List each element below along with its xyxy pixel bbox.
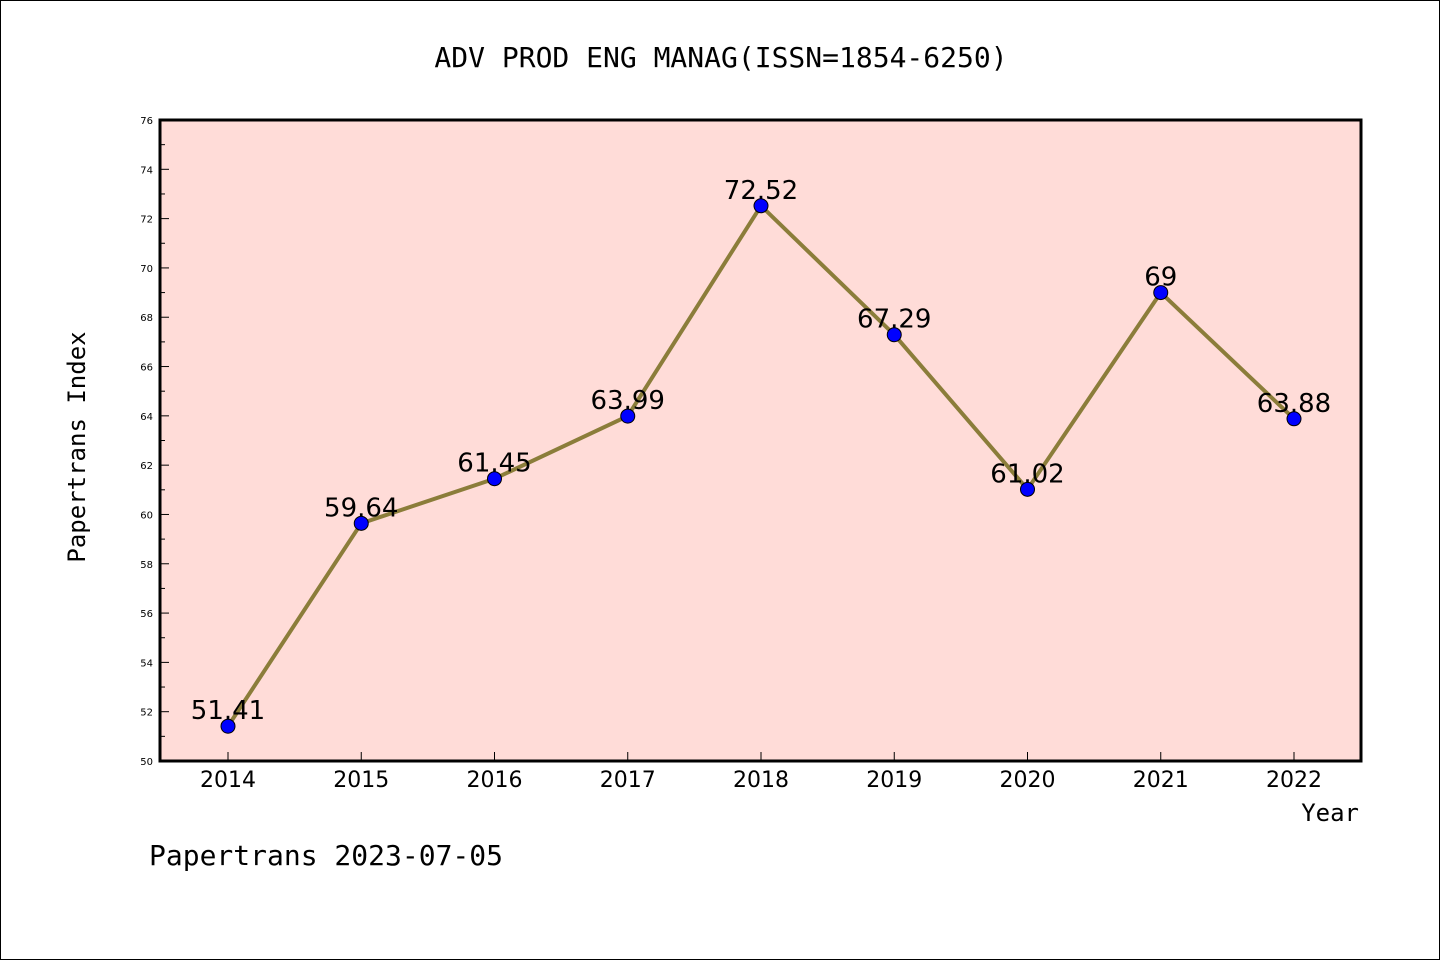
data-point — [753, 198, 769, 214]
y-tick-label: 62 — [140, 461, 153, 472]
data-label: 72.52 — [724, 176, 798, 206]
x-tick-label: 2019 — [866, 768, 922, 793]
footer-credit: Papertrans 2023-07-05 — [149, 839, 503, 872]
data-label: 69 — [1144, 263, 1177, 293]
data-label: 63.88 — [1257, 389, 1331, 419]
plot-area — [158, 118, 1363, 763]
x-tick-label: 2015 — [333, 768, 389, 793]
data-point — [1153, 285, 1169, 301]
data-label: 63.99 — [591, 386, 665, 416]
data-label: 59.64 — [324, 493, 398, 523]
data-point — [1286, 411, 1302, 427]
x-tick-label: 2021 — [1133, 768, 1189, 793]
data-label: 67.29 — [857, 305, 931, 335]
x-tick-label: 2020 — [1000, 768, 1056, 793]
y-tick-label: 56 — [140, 609, 153, 620]
data-labels-group: 51.41 59.64 61.45 63.99 72.52 67.29 61.02 69 63.… — [191, 176, 1331, 726]
y-tick-label: 58 — [140, 560, 153, 571]
y-tick-label: 60 — [140, 510, 153, 521]
data-label: 51.41 — [191, 696, 265, 726]
chart-title: ADV PROD ENG MANAG(ISSN=1854-6250) — [434, 41, 1007, 74]
data-label: 61.45 — [457, 449, 531, 479]
y-tick-label: 66 — [140, 363, 153, 374]
data-label: 61.02 — [990, 459, 1064, 489]
data-point — [886, 327, 902, 343]
data-point — [487, 471, 502, 487]
data-point — [353, 515, 369, 531]
y-axis-title: Papertrans Index — [63, 331, 91, 562]
data-point — [1020, 481, 1035, 497]
x-tick-label: 2014 — [200, 768, 256, 793]
y-tick-label: 74 — [140, 165, 153, 176]
x-axis: 2014 2015 2016 2017 2018 2019 2020 2021 2022 — [200, 752, 1322, 793]
y-tick-label: 70 — [140, 264, 153, 275]
y-axis: 50 52 54 56 58 60 62 64 66 68 70 72 74 76 — [140, 116, 169, 768]
y-tick-label: 54 — [140, 658, 153, 669]
data-point — [620, 408, 636, 424]
y-tick-label: 50 — [140, 757, 153, 768]
x-tick-label: 2018 — [733, 768, 789, 793]
x-axis-title: Year — [1301, 799, 1359, 827]
x-tick-label: 2016 — [467, 768, 523, 793]
x-tick-label: 2017 — [600, 768, 656, 793]
data-point — [220, 718, 236, 734]
y-tick-label: 72 — [140, 215, 153, 226]
y-tick-label: 76 — [140, 116, 153, 127]
y-tick-label: 64 — [140, 412, 153, 423]
y-tick-label: 68 — [140, 313, 153, 324]
y-tick-label: 52 — [140, 708, 153, 719]
x-tick-label: 2022 — [1266, 768, 1322, 793]
series-markers-group — [220, 198, 1302, 734]
